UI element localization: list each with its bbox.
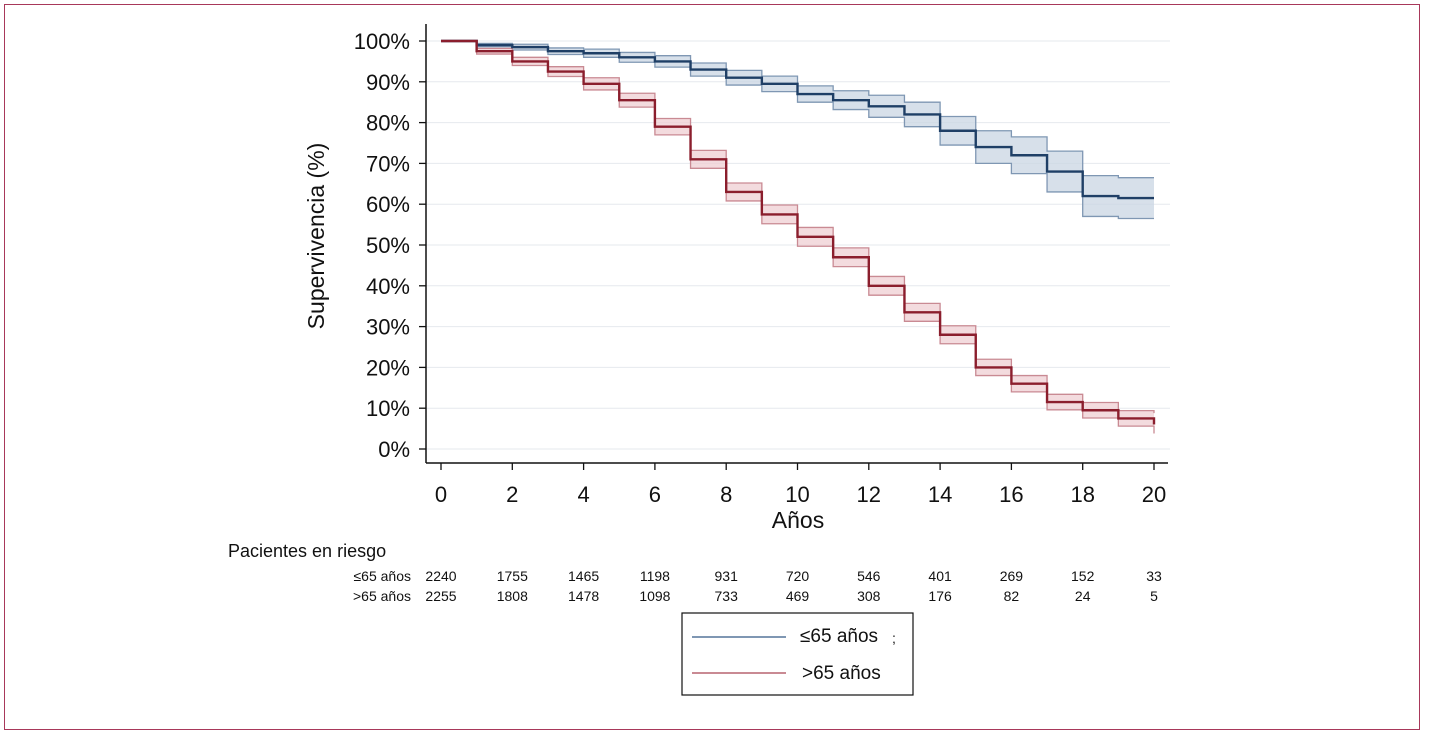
y-tick-label-60: 60% [366,192,410,217]
risk-row-label-gt65: >65 años [353,588,411,604]
risk-value-gt65-2: 1808 [497,588,528,604]
y-tick-label-90: 90% [366,70,410,95]
risk-value-le65-16: 269 [1000,568,1024,584]
risk-value-gt65-10: 469 [786,588,810,604]
risk-value-gt65-20: 5 [1150,588,1158,604]
risk-value-gt65-14: 176 [928,588,952,604]
x-tick-label-16: 16 [999,482,1023,507]
legend-label-gt65: >65 años [802,663,881,684]
survival-curves [441,39,1156,425]
x-tick-label-4: 4 [577,482,589,507]
risk-value-gt65-18: 24 [1075,588,1091,604]
y-tick-label-0: 0% [378,437,410,462]
risk-value-le65-12: 546 [857,568,881,584]
risk-value-le65-2: 1755 [497,568,528,584]
x-tick-label-10: 10 [785,482,809,507]
risk-value-le65-10: 720 [786,568,810,584]
y-tick-label-30: 30% [366,315,410,340]
risk-value-gt65-4: 1478 [568,588,599,604]
risk-value-le65-18: 152 [1071,568,1095,584]
x-axis-title: Años [772,507,824,533]
x-tick-label-2: 2 [506,482,518,507]
y-tick-labels: 0% 10% 20% 30% 40% 50% 60% 70% 80% 90% 100% [354,29,410,462]
y-tick-label-40: 40% [366,274,410,299]
risk-row-label-le65: ≤65 años [353,568,411,584]
figure-frame [4,4,1420,730]
curve-le65 [441,39,1154,200]
risk-value-gt65-8: 733 [715,588,739,604]
risk-table-title: Pacientes en riesgo [228,541,386,561]
axes [419,24,1168,470]
y-tick-label-100: 100% [354,29,410,54]
risk-value-gt65-12: 308 [857,588,881,604]
x-tick-label-0: 0 [435,482,447,507]
legend-box [681,612,914,696]
x-tick-label-20: 20 [1142,482,1166,507]
risk-value-le65-20: 33 [1146,568,1162,584]
risk-value-gt65-6: 1098 [639,588,670,604]
legend-label-le65: ≤65 años [800,626,878,647]
risk-value-gt65-0: 2255 [425,588,456,604]
y-tick-label-10: 10% [366,396,410,421]
y-tick-label-70: 70% [366,151,410,176]
curve-gt65 [441,39,1156,425]
risk-value-le65-6: 1198 [640,568,670,584]
ci-lower-le65 [441,40,1154,220]
x-tick-labels: 0 2 4 6 8 10 12 14 16 18 20 [435,482,1166,507]
x-tick-label-14: 14 [928,482,952,507]
ci-upper-le65 [441,40,1154,179]
risk-value-le65-8: 931 [715,568,739,584]
risk-value-gt65-16: 82 [1004,588,1020,604]
x-tick-label-8: 8 [720,482,732,507]
legend: ≤65 años ; >65 años [681,612,914,696]
y-tick-label-50: 50% [366,233,410,258]
x-tick-label-12: 12 [857,482,881,507]
risk-value-le65-4: 1465 [568,568,599,584]
y-tick-label-20: 20% [366,355,410,380]
risk-value-le65-14: 401 [928,568,952,584]
risk-value-le65-0: 2240 [425,568,456,584]
x-tick-label-6: 6 [649,482,661,507]
x-tick-label-18: 18 [1070,482,1094,507]
y-tick-label-80: 80% [366,111,410,136]
grid-lines [426,40,1170,450]
legend-extra-mark: ; [892,630,896,646]
risk-table-values: 2240 1755 1465 1198 931 720 546 401 269 152 33 2255… [425,568,1162,604]
y-axis-title: Supervivencia (%) [303,143,329,330]
